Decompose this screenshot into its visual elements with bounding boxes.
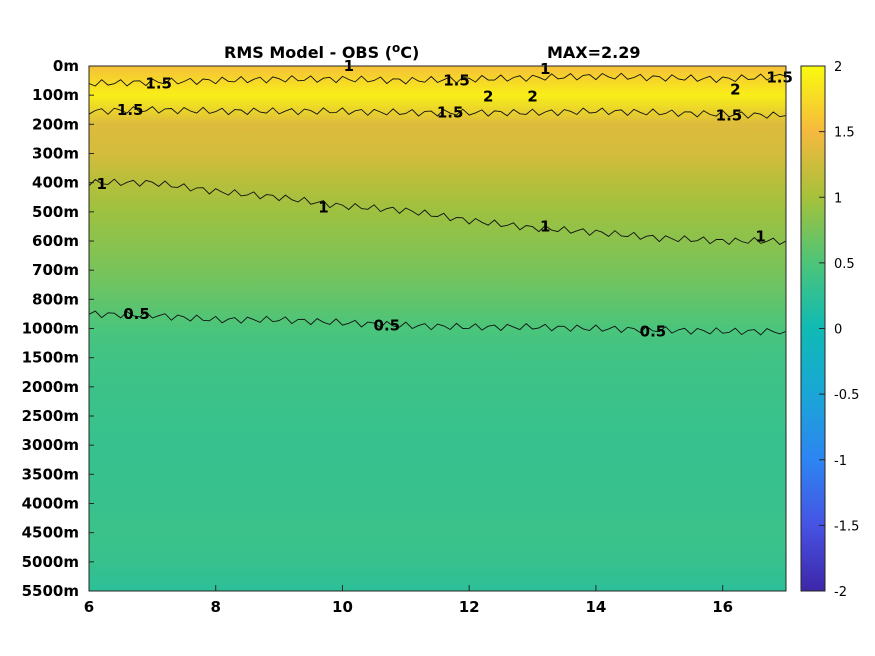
contour-lines [89, 72, 786, 336]
contour-label: 1.5 [145, 75, 172, 93]
contour-label: 1 [96, 175, 106, 193]
y-tick-label: 800m [32, 290, 79, 308]
y-tick-label: 4000m [22, 495, 79, 513]
y-tick-label: 3000m [22, 436, 79, 454]
title-unit: C) [400, 43, 419, 62]
y-tick-label: 0m [53, 57, 79, 75]
y-tick-label: 3500m [22, 465, 79, 483]
max-label: MAX=2.29 [547, 43, 641, 62]
colorbar-tick-label: 0.5 [834, 257, 855, 272]
svg-text:RMS Model - OBS (oC): RMS Model - OBS (oC) [224, 41, 419, 62]
colorbar-tick-label: -2 [834, 585, 847, 600]
x-tick-label: 14 [585, 598, 606, 616]
y-tick-label: 200m [32, 115, 79, 133]
heatmap-field [89, 66, 786, 591]
contour-label: 1.5 [766, 69, 793, 87]
x-axis: 6 8 10 12 14 16 [84, 585, 733, 616]
y-tick-label: 1500m [22, 349, 79, 367]
contour-line-0.5 [89, 310, 786, 336]
y-tick-label: 400m [32, 174, 79, 192]
contour-label: 0.5 [374, 317, 401, 335]
y-axis: 0m 100m 200m 300m 400m 500m 600m 700m 800m 1000m 1… [22, 57, 94, 600]
y-tick-label: 100m [32, 86, 79, 104]
chart-title: RMS Model - OBS (oC) MAX=2.29 [224, 41, 641, 62]
contour-line-1 [89, 178, 786, 245]
contour-label: 1 [318, 198, 328, 216]
contour-label: 1.5 [716, 107, 743, 125]
contour-label: 1.5 [443, 72, 470, 90]
contour-label: 2 [483, 88, 493, 106]
contour-label: 1 [540, 60, 550, 78]
y-tick-label: 5500m [22, 582, 79, 600]
contour-line-1.5 [89, 106, 786, 119]
y-tick-label: 500m [32, 203, 79, 221]
x-tick-label: 10 [332, 598, 353, 616]
y-tick-label: 700m [32, 261, 79, 279]
colorbar-tick-label: 1 [834, 191, 842, 206]
contour-label: 1 [755, 228, 765, 246]
colorbar-tick-label: -0.5 [834, 388, 859, 403]
colorbar-tick-label: -1.5 [834, 519, 859, 534]
y-tick-label: 300m [32, 145, 79, 163]
x-tick-label: 6 [84, 598, 94, 616]
contour-label: 1.5 [437, 104, 464, 122]
contour-label: 0.5 [123, 305, 150, 323]
colorbar-ticks: 2 1.5 1 0.5 0 -0.5 -1 -1.5 -2 [819, 60, 859, 600]
title-main: RMS Model - OBS ( [224, 43, 392, 62]
colorbar-tick-label: 2 [834, 60, 842, 75]
contour-label: 0.5 [640, 322, 667, 340]
x-tick-label: 16 [712, 598, 733, 616]
y-tick-label: 2000m [22, 378, 79, 396]
contour-label: 2 [527, 88, 537, 106]
colorbar: 2 1.5 1 0.5 0 -0.5 -1 -1.5 -2 [800, 60, 859, 600]
y-tick-label: 4500m [22, 524, 79, 542]
y-tick-label: 5000m [22, 553, 79, 571]
contour-label: 1 [540, 217, 550, 235]
y-tick-label: 1000m [22, 320, 79, 338]
colorbar-tick-label: 1.5 [834, 126, 855, 141]
y-tick-label: 600m [32, 232, 79, 250]
contour-label: 2 [730, 80, 740, 98]
contour-label: 1.5 [117, 101, 144, 119]
y-tick-label: 2500m [22, 407, 79, 425]
contour-line-1.5 [89, 72, 786, 87]
x-tick-label: 8 [211, 598, 221, 616]
colorbar-tick-label: 0 [834, 323, 842, 338]
colorbar-tick-label: -1 [834, 454, 847, 469]
title-degree: o [392, 41, 400, 55]
x-tick-label: 12 [459, 598, 480, 616]
